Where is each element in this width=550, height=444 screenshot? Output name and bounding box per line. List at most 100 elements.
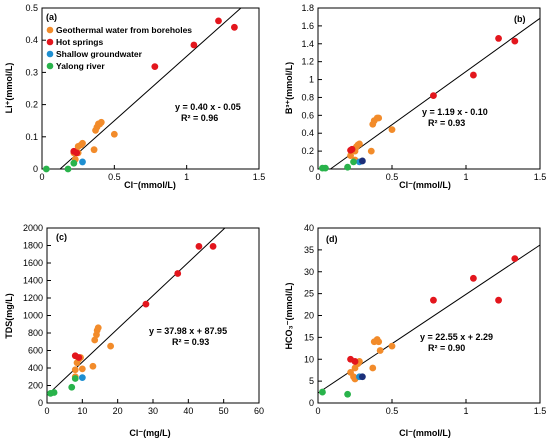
y-tick-label: 30: [304, 267, 314, 277]
y-tick-label: 0.6: [301, 110, 314, 120]
point-hot-springs: [231, 23, 238, 31]
legend-label-boreholes: Geothermal water from boreholes: [56, 25, 192, 35]
y-tick-label: 0.3: [25, 67, 38, 77]
legend-marker-shallow-groundwater: [46, 50, 54, 58]
chart-b: (b) y = 1.19 x - 0.10 R² = 0.93 Cl⁻(mmol…: [284, 3, 546, 190]
y-axis-label: B³⁺(mmol/L): [284, 62, 294, 114]
x-tick-label: 30: [148, 406, 158, 416]
plot-area: [317, 7, 541, 170]
point-geothermal-water-from-boreholes: [388, 342, 396, 350]
point-geothermal-water-from-boreholes: [89, 362, 97, 370]
point-geothermal-water-from-boreholes: [107, 342, 114, 350]
point-shallow-groundwater: [79, 158, 86, 166]
legend-marker-yalong-river: [46, 62, 54, 70]
point-hot-springs: [470, 274, 477, 282]
y-tick-label: 1.2: [301, 57, 314, 67]
point-yalong-river: [71, 375, 79, 382]
y-tick-label: 200: [28, 381, 43, 391]
fit-r2: R² = 0.96: [181, 113, 218, 123]
point-hot-springs: [348, 145, 356, 153]
point-yalong-river: [70, 159, 78, 167]
point-yalong-river: [350, 158, 357, 166]
point-hot-springs: [209, 242, 217, 250]
point-geothermal-water-from-boreholes: [375, 114, 383, 122]
x-tick-label: 60: [254, 406, 264, 416]
y-tick-label: 0: [33, 164, 38, 174]
y-tick-label: 1.6: [301, 21, 314, 31]
point-geothermal-water-from-boreholes: [375, 338, 383, 346]
y-tick-label: 10: [304, 354, 314, 364]
x-tick-label: 1.5: [534, 406, 547, 416]
panel-label: (c): [56, 232, 67, 242]
point-hot-springs: [215, 17, 222, 25]
point-yalong-river: [42, 165, 50, 173]
fit-line: [59, 7, 242, 170]
point-yalong-river: [344, 390, 351, 398]
fit-equation: y = 22.55 x + 2.29: [420, 332, 493, 342]
chart-d: (d) y = 22.55 x + 2.29 R² = 0.90 Cl⁻(mmo…: [284, 223, 546, 438]
x-tick-label: 10: [77, 406, 87, 416]
y-tick-label: 1: [309, 75, 314, 85]
y-tick-label: 1800: [23, 241, 43, 251]
y-tick-label: 20: [304, 311, 314, 321]
point-geothermal-water-from-boreholes: [347, 152, 354, 159]
point-hot-springs: [511, 37, 519, 45]
x-tick-label: 0.5: [108, 172, 121, 182]
point-geothermal-water-from-boreholes: [97, 118, 105, 126]
y-axis-label: TDS(mg/L): [4, 293, 14, 339]
fit-equation: y = 0.40 x - 0.05: [175, 102, 241, 112]
x-tick-label: 0.5: [386, 172, 399, 182]
point-hot-springs: [75, 354, 83, 361]
legend-label-shallow-groundwater: Shallow groundwater: [56, 49, 143, 59]
x-tick-label: 0.5: [386, 406, 399, 416]
x-tick-label: 1: [463, 172, 468, 182]
y-tick-label: 0.2: [25, 100, 38, 110]
y-tick-label: 35: [304, 245, 314, 255]
y-tick-label: 1.8: [301, 3, 314, 13]
point-shallow-groundwater: [78, 374, 86, 382]
y-tick-label: 2000: [23, 223, 43, 233]
point-geothermal-water-from-boreholes: [369, 364, 377, 372]
point-geothermal-water-from-boreholes: [91, 336, 99, 344]
point-hot-springs: [151, 63, 159, 71]
point-geothermal-water-from-boreholes: [78, 365, 86, 373]
point-hot-springs: [511, 255, 519, 263]
point-geothermal-water-from-boreholes: [367, 147, 375, 155]
chart-a: (a) y = 0.40 x - 0.05 R² = 0.96 Cl⁻(mmol…: [4, 3, 265, 190]
y-tick-label: 40: [304, 223, 314, 233]
x-tick-label: 0: [44, 406, 49, 416]
point-yalong-river: [319, 388, 326, 396]
fit-equation: y = 1.19 x - 0.10: [422, 107, 488, 117]
point-hot-springs: [195, 242, 203, 250]
y-tick-label: 1.4: [301, 39, 314, 49]
y-tick-label: 0.8: [301, 92, 314, 102]
y-tick-label: 1200: [23, 293, 43, 303]
point-series: [359, 157, 366, 165]
y-tick-label: 0.2: [301, 146, 314, 156]
fit-r2: R² = 0.93: [428, 118, 465, 128]
point-geothermal-water-from-boreholes: [350, 373, 357, 381]
y-tick-label: 5: [309, 376, 314, 386]
panel-label: (b): [514, 14, 526, 24]
x-tick-label: 0: [315, 172, 320, 182]
x-axis-label: Cl⁻(mmol/L): [399, 428, 451, 438]
point-yalong-river: [344, 163, 351, 171]
y-tick-label: 0.4: [301, 128, 314, 138]
y-axis-label: Li⁺(mmol/L): [4, 63, 14, 114]
y-tick-label: 15: [304, 332, 314, 342]
point-geothermal-water-from-boreholes: [110, 130, 118, 138]
x-axis-label: Cl⁻(mmol/L): [124, 180, 176, 190]
y-tick-label: 400: [28, 363, 43, 373]
x-tick-label: 1.5: [534, 172, 547, 182]
x-tick-label: 50: [219, 406, 229, 416]
x-axis-label: Cl⁻(mg/L): [129, 428, 170, 438]
legend-marker-hot-springs: [46, 38, 54, 46]
y-tick-label: 1000: [23, 311, 43, 321]
y-tick-label: 0.5: [25, 3, 38, 13]
point-hot-springs: [430, 92, 437, 100]
panel-label: (d): [326, 234, 338, 244]
point-geothermal-water-from-boreholes: [79, 139, 86, 147]
y-tick-label: 1400: [23, 276, 43, 286]
y-axis-label: HCO₃⁻(mmol/L): [284, 283, 294, 350]
